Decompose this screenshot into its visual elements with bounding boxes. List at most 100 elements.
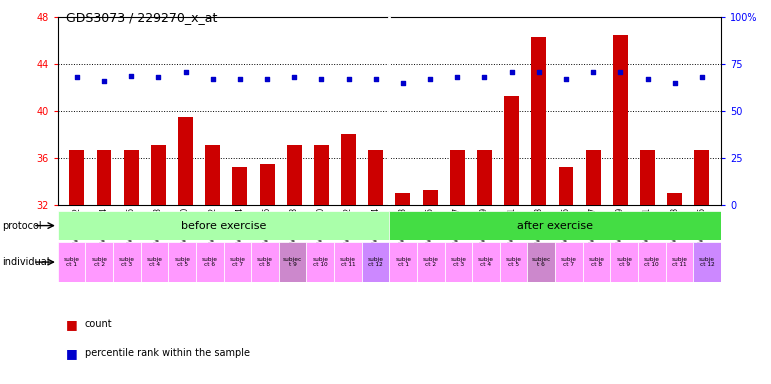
Text: subje
ct 3: subje ct 3 bbox=[450, 257, 466, 268]
Bar bbox=[665, 242, 693, 282]
Point bbox=[695, 74, 708, 81]
Point bbox=[451, 74, 463, 81]
Bar bbox=[369, 150, 383, 205]
Bar bbox=[613, 35, 628, 205]
Point bbox=[478, 74, 490, 81]
Bar bbox=[168, 242, 196, 282]
Bar bbox=[260, 164, 274, 205]
Text: subjec
t 6: subjec t 6 bbox=[532, 257, 551, 268]
Point bbox=[152, 74, 164, 81]
Bar bbox=[151, 146, 166, 205]
Point bbox=[668, 80, 681, 86]
Bar bbox=[205, 146, 221, 205]
Bar bbox=[527, 242, 555, 282]
Bar bbox=[86, 242, 113, 282]
Point bbox=[533, 69, 545, 75]
Text: after exercise: after exercise bbox=[517, 220, 593, 231]
Bar bbox=[178, 117, 193, 205]
Point bbox=[614, 69, 627, 75]
Text: protocol: protocol bbox=[2, 220, 42, 231]
Text: subje
ct 3: subje ct 3 bbox=[119, 257, 135, 268]
Bar bbox=[287, 146, 301, 205]
Bar bbox=[314, 146, 329, 205]
Text: subje
ct 10: subje ct 10 bbox=[644, 257, 660, 268]
Text: subje
ct 2: subje ct 2 bbox=[423, 257, 439, 268]
Bar bbox=[140, 242, 168, 282]
Text: individual: individual bbox=[2, 257, 50, 267]
Text: subje
ct 5: subje ct 5 bbox=[174, 257, 190, 268]
Bar bbox=[500, 242, 527, 282]
Point bbox=[397, 80, 409, 86]
Bar bbox=[389, 242, 417, 282]
Text: subje
ct 11: subje ct 11 bbox=[340, 257, 356, 268]
Text: subje
ct 1: subje ct 1 bbox=[396, 257, 411, 268]
Point bbox=[560, 76, 572, 83]
Text: GDS3073 / 229270_x_at: GDS3073 / 229270_x_at bbox=[66, 12, 217, 25]
Point bbox=[315, 76, 328, 83]
Bar bbox=[196, 242, 224, 282]
Text: percentile rank within the sample: percentile rank within the sample bbox=[85, 348, 250, 358]
Text: subje
ct 2: subje ct 2 bbox=[91, 257, 107, 268]
Text: subje
ct 6: subje ct 6 bbox=[202, 257, 217, 268]
Bar bbox=[477, 150, 492, 205]
Bar bbox=[251, 242, 279, 282]
Text: subje
ct 8: subje ct 8 bbox=[257, 257, 273, 268]
Bar bbox=[69, 150, 84, 205]
Bar bbox=[423, 190, 438, 205]
Bar bbox=[472, 242, 500, 282]
Text: ■: ■ bbox=[66, 318, 77, 331]
Text: ■: ■ bbox=[66, 347, 77, 360]
Text: subje
ct 5: subje ct 5 bbox=[506, 257, 522, 268]
Point bbox=[207, 76, 219, 83]
Text: subje
ct 4: subje ct 4 bbox=[146, 257, 163, 268]
Point bbox=[424, 76, 436, 83]
Bar bbox=[306, 242, 334, 282]
Point bbox=[587, 69, 599, 75]
Bar bbox=[449, 150, 465, 205]
Bar bbox=[224, 242, 251, 282]
Text: subje
ct 10: subje ct 10 bbox=[312, 257, 328, 268]
Bar bbox=[640, 150, 655, 205]
Bar bbox=[123, 150, 139, 205]
Bar bbox=[341, 134, 356, 205]
Text: subje
ct 4: subje ct 4 bbox=[478, 257, 494, 268]
Bar bbox=[693, 242, 721, 282]
Bar bbox=[113, 242, 140, 282]
Bar bbox=[531, 37, 547, 205]
Bar bbox=[396, 192, 410, 205]
Point bbox=[261, 76, 273, 83]
Point bbox=[641, 76, 654, 83]
Point bbox=[369, 76, 382, 83]
Bar bbox=[504, 96, 519, 205]
Point bbox=[288, 74, 301, 81]
Bar bbox=[695, 150, 709, 205]
Text: count: count bbox=[85, 319, 113, 329]
Bar bbox=[232, 167, 247, 205]
Point bbox=[98, 78, 110, 84]
Bar bbox=[58, 242, 86, 282]
Text: subje
ct 7: subje ct 7 bbox=[561, 257, 577, 268]
Bar bbox=[555, 242, 583, 282]
Text: subje
ct 9: subje ct 9 bbox=[616, 257, 632, 268]
Text: subjec
t 9: subjec t 9 bbox=[283, 257, 302, 268]
Bar bbox=[586, 150, 601, 205]
Point bbox=[506, 69, 518, 75]
Bar bbox=[667, 192, 682, 205]
Point bbox=[180, 69, 192, 75]
Text: subje
ct 8: subje ct 8 bbox=[588, 257, 604, 268]
Bar bbox=[279, 242, 306, 282]
Point bbox=[234, 76, 246, 83]
Bar bbox=[445, 242, 472, 282]
Point bbox=[125, 73, 137, 79]
Text: subje
ct 7: subje ct 7 bbox=[230, 257, 245, 268]
Bar bbox=[558, 167, 574, 205]
Bar bbox=[389, 211, 721, 240]
Text: before exercise: before exercise bbox=[181, 220, 266, 231]
Text: subje
ct 1: subje ct 1 bbox=[64, 257, 79, 268]
Bar bbox=[611, 242, 638, 282]
Bar bbox=[96, 150, 112, 205]
Bar bbox=[58, 211, 389, 240]
Bar bbox=[417, 242, 445, 282]
Bar bbox=[583, 242, 611, 282]
Point bbox=[342, 76, 355, 83]
